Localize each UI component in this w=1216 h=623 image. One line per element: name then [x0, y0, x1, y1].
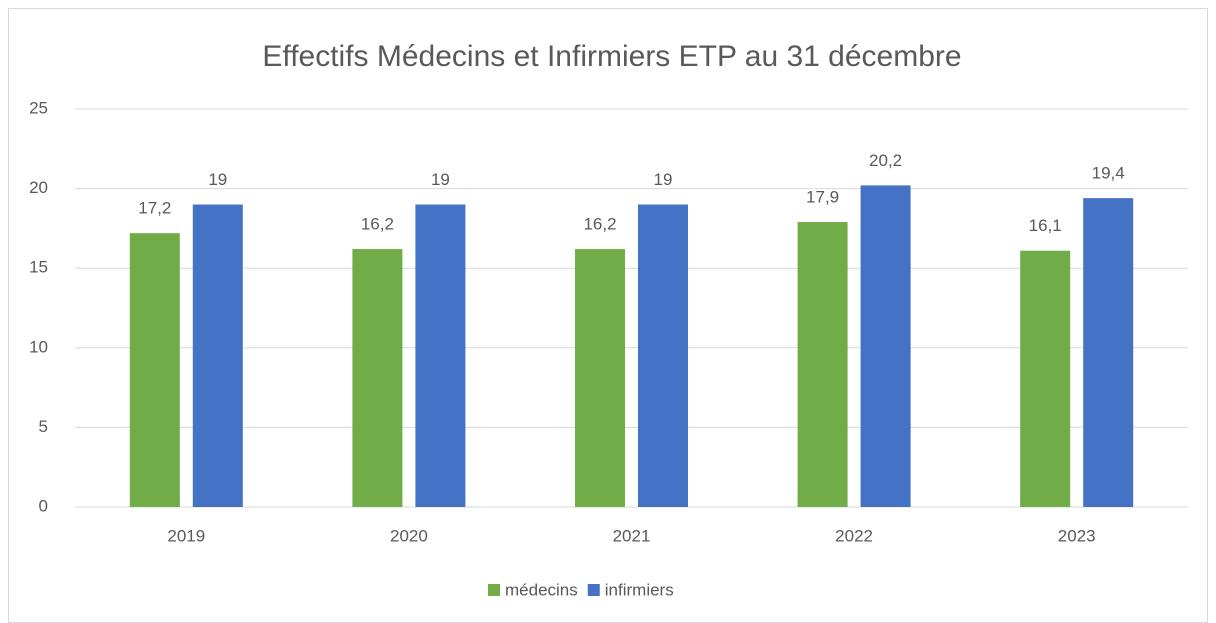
bar	[860, 185, 911, 507]
x-tick-label: 2021	[613, 526, 651, 545]
data-label: 19	[208, 170, 227, 189]
legend-swatch	[587, 584, 600, 596]
data-label: 16,1	[1029, 216, 1062, 235]
data-label: 17,9	[806, 188, 839, 207]
legend-label: médecins	[505, 580, 578, 599]
bar	[638, 204, 688, 507]
y-tick-label: 5	[39, 417, 48, 436]
y-tick-label: 15	[29, 258, 48, 277]
y-tick-label: 0	[39, 496, 48, 515]
bar	[129, 233, 180, 507]
y-tick-label: 20	[29, 178, 48, 197]
bar	[352, 249, 403, 507]
data-label: 19,4	[1092, 164, 1125, 183]
bar	[797, 222, 848, 508]
x-tick-label: 2019	[167, 526, 205, 545]
legend-label: infirmiers	[605, 580, 674, 599]
data-label: 19	[654, 170, 673, 189]
x-tick-label: 2022	[835, 526, 873, 545]
data-label: 19	[431, 170, 450, 189]
data-label: 17,2	[138, 199, 171, 218]
chart-title: Effectifs Médecins et Infirmiers ETP au …	[262, 40, 961, 73]
y-tick-label: 25	[29, 98, 48, 117]
bar	[575, 249, 625, 507]
x-tick-label: 2023	[1058, 526, 1096, 545]
x-tick-label: 2020	[390, 526, 428, 545]
bar	[415, 204, 466, 507]
bar	[1083, 198, 1134, 508]
data-label: 20,2	[869, 151, 902, 170]
y-tick-label: 10	[29, 337, 48, 356]
legend-swatch	[488, 584, 500, 596]
bar	[1020, 250, 1071, 508]
data-label: 16,2	[361, 215, 394, 234]
data-label: 16,2	[583, 215, 616, 234]
bar	[192, 204, 243, 507]
